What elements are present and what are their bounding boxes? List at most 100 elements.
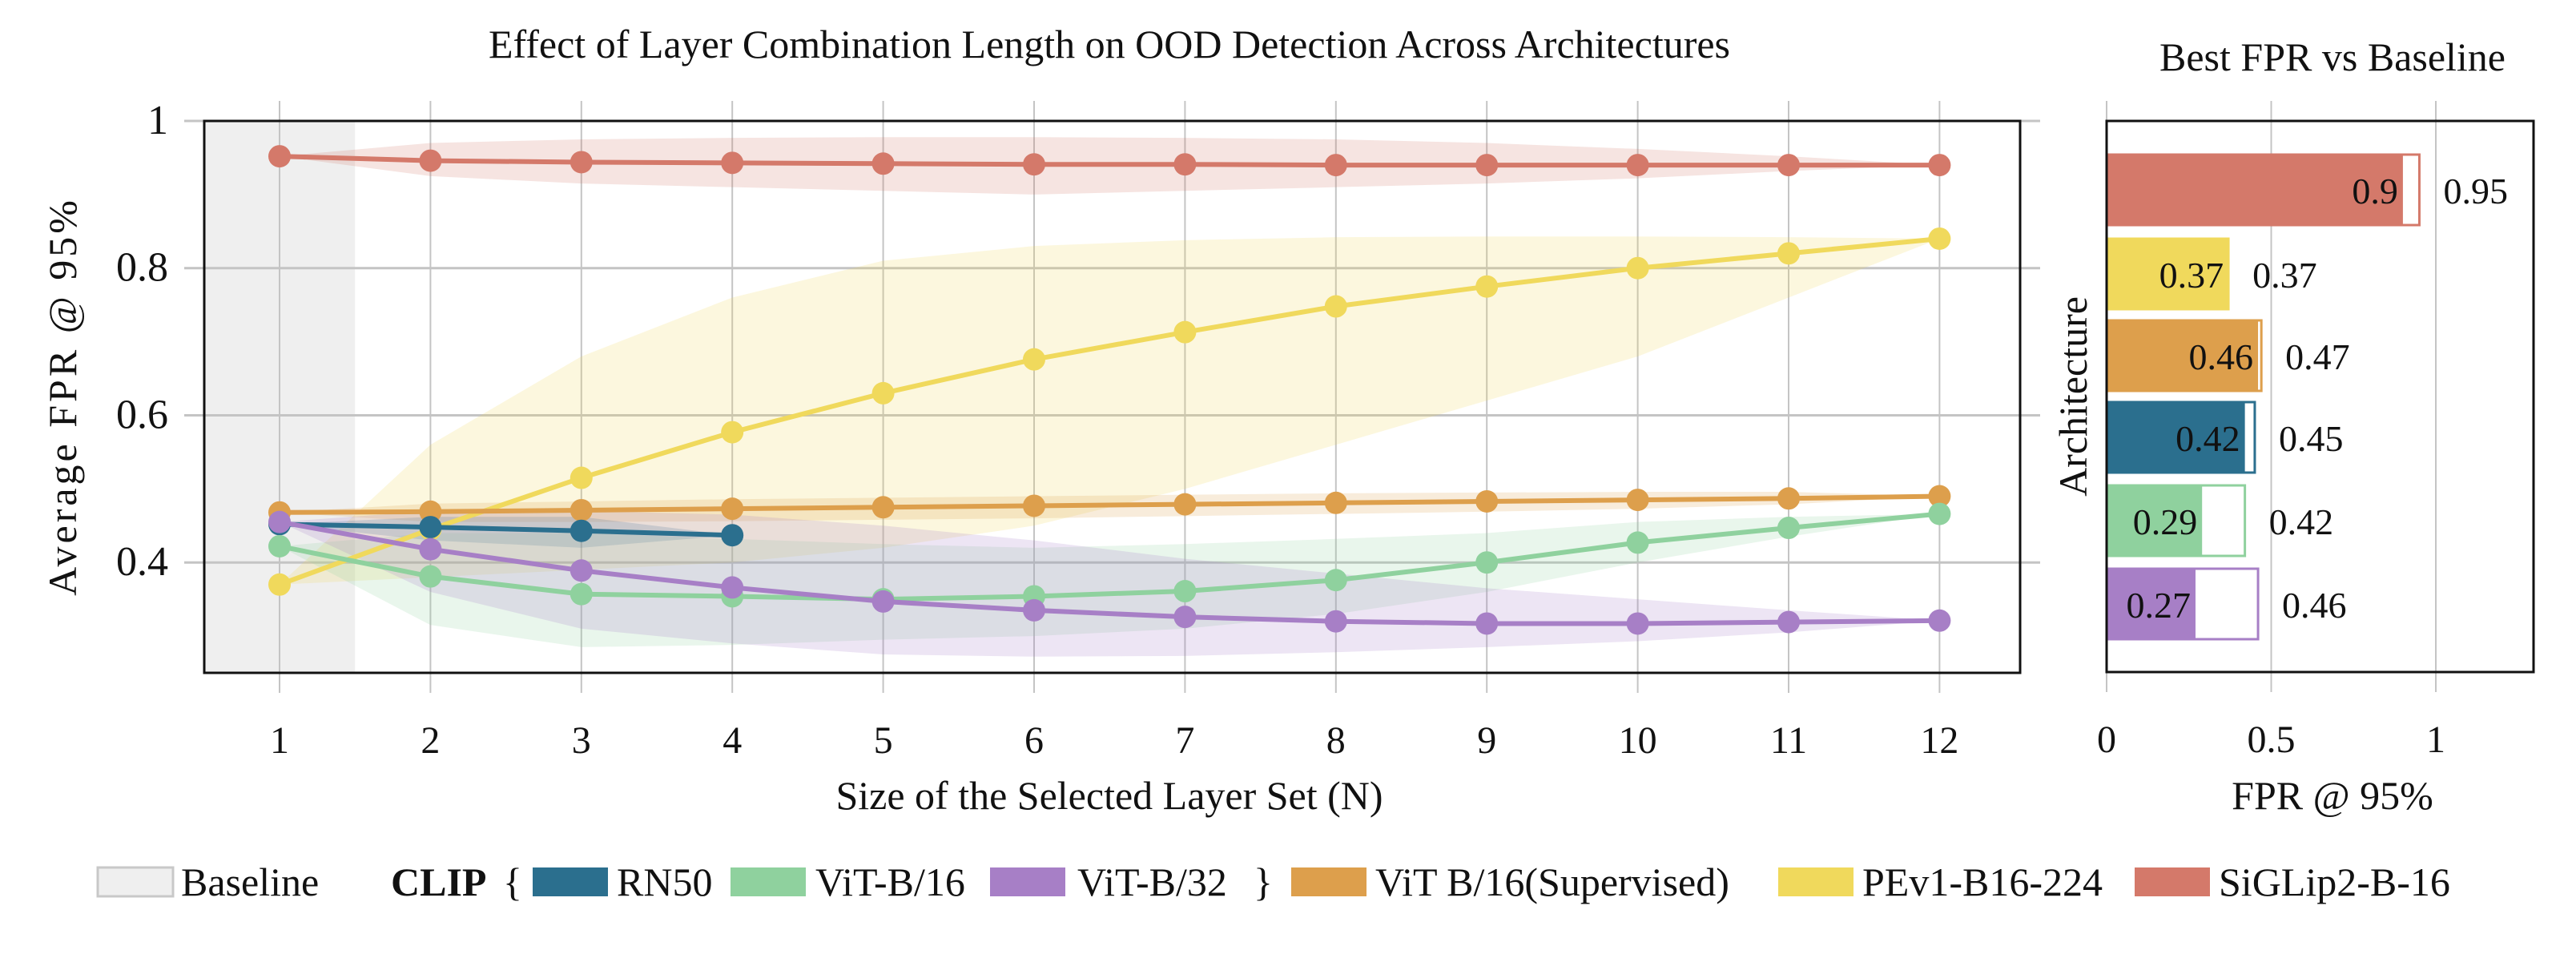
line-vit-b-16-supervised- <box>279 493 1940 515</box>
baseline-value-label: 0.95 <box>2443 171 2508 211</box>
x-tick-label: 7 <box>1175 719 1194 762</box>
point-siglip2-b-16 <box>1023 153 1045 176</box>
baseline-value-label: 0.42 <box>2269 501 2334 542</box>
point-vit-b-32 <box>1777 610 1800 634</box>
point-vit-b-32 <box>268 510 291 533</box>
legend-swatch-rn50 <box>533 867 608 896</box>
plot-frame <box>2105 119 2535 674</box>
legend-clip-close-brace: } <box>1254 859 1273 904</box>
point-siglip2-b-16 <box>871 152 895 175</box>
y-tick-label: 1 <box>147 98 168 143</box>
point-vit-b-16 <box>1324 569 1347 592</box>
point-siglip2-b-16 <box>1324 154 1347 177</box>
point-rn50 <box>419 516 442 539</box>
point-vit-b-16-supervised- <box>1173 493 1197 516</box>
point-vit-b-16 <box>1475 551 1499 574</box>
point-siglip2-b-16 <box>721 151 744 175</box>
point-siglip2-b-16 <box>1777 154 1800 177</box>
x-tick-label: 8 <box>1326 719 1346 762</box>
best-value-label: 0.27 <box>2126 585 2191 626</box>
x-tick-label: 12 <box>1920 719 1958 762</box>
line-chart-title: Effect of Layer Combination Length on OO… <box>489 22 1730 66</box>
y-tick-label: 0.8 <box>116 245 168 291</box>
line-chart-ylabel: Average FPR @ 95% <box>40 197 85 596</box>
point-vit-b-16 <box>1928 502 1951 525</box>
point-vit-b-16-supervised- <box>871 496 895 519</box>
legend-swatch-vit-b-16-supervised- <box>1291 867 1366 896</box>
best-value-label: 0.46 <box>2189 336 2254 377</box>
point-siglip2-b-16 <box>1173 153 1197 176</box>
point-siglip2-b-16 <box>1928 154 1951 177</box>
bar-chart-plot: 0 0.5 1 0.9 0.95 0.37 0.37 0.46 0.47 0.42 0.45 0.29… <box>2097 101 2535 761</box>
point-vit-b-16 <box>1626 531 1649 554</box>
plot-frame <box>203 119 2022 674</box>
x-tick-label: 5 <box>874 719 893 762</box>
point-pev1-b16-224 <box>1626 256 1649 280</box>
x-tick-label: 3 <box>572 719 591 762</box>
point-siglip2-b-16 <box>1475 154 1499 177</box>
y-tick-label: 0.6 <box>116 392 168 437</box>
best-bar-pev1-b16-224 <box>2107 239 2229 309</box>
x-tick-label: 4 <box>722 719 742 762</box>
point-vit-b-16-supervised- <box>1475 489 1499 513</box>
legend: Baseline CLIP { } RN50 ViT-B/16 ViT-B/32 Vi… <box>96 859 2450 904</box>
point-vit-b-32 <box>570 559 593 582</box>
best-value-label: 0.37 <box>2159 255 2224 296</box>
point-siglip2-b-16 <box>419 149 442 172</box>
best-bar-vit-b-16-supervised- <box>2107 320 2259 391</box>
point-vit-b-16-supervised- <box>1928 485 1951 508</box>
best-bar-vit-b-32 <box>2107 569 2196 639</box>
legend-label-siglip2-b-16: SiGLip2-B-16 <box>2219 859 2450 904</box>
y-tick-label: 0.4 <box>116 539 168 585</box>
point-vit-b-32 <box>419 537 442 561</box>
legend-label-baseline: Baseline <box>181 859 319 904</box>
best-bar-rn50 <box>2107 402 2245 473</box>
point-vit-b-16 <box>1777 517 1800 540</box>
point-vit-b-16-supervised- <box>419 500 442 523</box>
legend-clip-label: CLIP <box>391 859 486 904</box>
x-tick-label: 1 <box>270 719 289 762</box>
baseline-value-label: 0.46 <box>2282 585 2347 626</box>
x-tick-label: 9 <box>1477 719 1496 762</box>
legend-clip-open-brace: { <box>503 859 522 904</box>
point-vit-b-32 <box>1626 612 1649 635</box>
point-vit-b-16 <box>268 534 291 557</box>
x-tick-label: 0 <box>2097 718 2116 761</box>
point-pev1-b16-224 <box>1928 227 1951 250</box>
band-vit-b-32 <box>280 510 1940 657</box>
legend-label-pev1-b16-224: PEv1-B16-224 <box>1862 859 2103 904</box>
point-vit-b-16-supervised- <box>721 497 744 521</box>
point-rn50 <box>721 524 744 547</box>
best-bar-siglip2-b-16 <box>2107 155 2403 225</box>
bar-chart-ylabel: Architecture <box>2051 296 2095 497</box>
line-chart-xlabel: Size of the Selected Layer Set (N) <box>835 773 1383 818</box>
baseline-value-label: 0.37 <box>2252 255 2317 296</box>
point-vit-b-16-supervised- <box>1023 494 1045 517</box>
best-value-label: 0.9 <box>2352 171 2398 211</box>
point-vit-b-32 <box>1173 606 1197 629</box>
legend-label-vit-b-32: ViT-B/32 <box>1077 859 1227 904</box>
band-vit-b-16 <box>280 513 1940 647</box>
legend-swatch-vit-b-32 <box>990 867 1065 896</box>
baseline-value-label: 0.47 <box>2285 336 2350 377</box>
point-vit-b-32 <box>1928 609 1951 632</box>
legend-label-rn50: RN50 <box>617 859 712 904</box>
line-pev1-b16-224 <box>278 236 1940 587</box>
line-rn50 <box>279 521 733 538</box>
baseline-value-label: 0.45 <box>2279 418 2344 459</box>
bar-chart-xlabel: FPR @ 95% <box>2232 773 2433 818</box>
legend-label-vit-b-16: ViT-B/16 <box>815 859 965 904</box>
point-vit-b-16 <box>1173 580 1197 603</box>
x-tick-label: 11 <box>1770 719 1807 762</box>
point-vit-b-16 <box>419 565 442 588</box>
point-vit-b-32 <box>1324 610 1347 633</box>
x-tick-label: 0.5 <box>2248 718 2296 761</box>
point-pev1-b16-224 <box>1023 348 1045 371</box>
best-value-label: 0.29 <box>2133 501 2198 542</box>
bar-chart-title: Best FPR vs Baseline <box>2159 34 2506 79</box>
legend-swatch-baseline <box>96 866 175 898</box>
legend-swatch-siglip2-b-16 <box>2135 867 2210 896</box>
point-pev1-b16-224 <box>570 466 593 489</box>
line-vit-b-16 <box>279 511 1940 602</box>
